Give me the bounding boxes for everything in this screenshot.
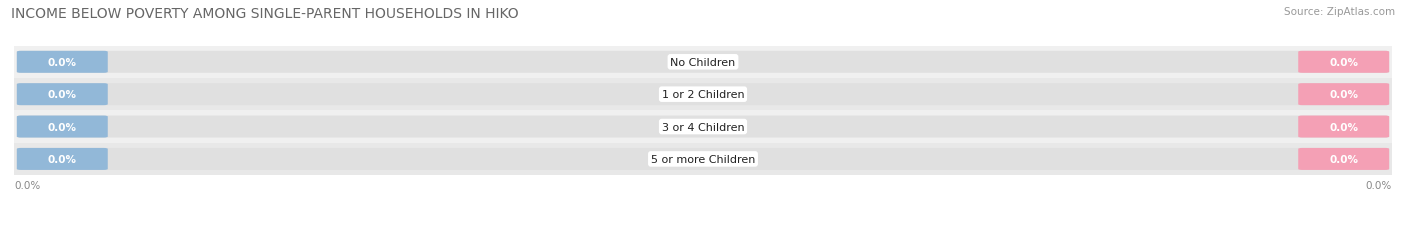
FancyBboxPatch shape — [1298, 84, 1389, 106]
FancyBboxPatch shape — [1298, 116, 1389, 138]
Text: 0.0%: 0.0% — [1329, 90, 1358, 100]
Bar — [14, 46, 1392, 79]
Text: 0.0%: 0.0% — [1329, 122, 1358, 132]
FancyBboxPatch shape — [17, 52, 1389, 73]
Text: 0.0%: 0.0% — [1329, 58, 1358, 67]
FancyBboxPatch shape — [17, 148, 1389, 170]
Text: 3 or 4 Children: 3 or 4 Children — [662, 122, 744, 132]
Text: Source: ZipAtlas.com: Source: ZipAtlas.com — [1284, 7, 1395, 17]
FancyBboxPatch shape — [17, 84, 108, 106]
FancyBboxPatch shape — [1298, 148, 1389, 170]
FancyBboxPatch shape — [17, 116, 108, 138]
Text: 0.0%: 0.0% — [14, 180, 41, 190]
Text: No Children: No Children — [671, 58, 735, 67]
Bar — [14, 79, 1392, 111]
FancyBboxPatch shape — [17, 84, 1389, 106]
Text: 0.0%: 0.0% — [48, 122, 77, 132]
Text: 0.0%: 0.0% — [48, 154, 77, 164]
Text: 0.0%: 0.0% — [48, 58, 77, 67]
Bar — [14, 111, 1392, 143]
FancyBboxPatch shape — [17, 52, 108, 73]
Text: 0.0%: 0.0% — [1365, 180, 1392, 190]
FancyBboxPatch shape — [1298, 52, 1389, 73]
Text: 1 or 2 Children: 1 or 2 Children — [662, 90, 744, 100]
Bar — [14, 143, 1392, 175]
Text: 5 or more Children: 5 or more Children — [651, 154, 755, 164]
Text: 0.0%: 0.0% — [48, 90, 77, 100]
FancyBboxPatch shape — [17, 116, 1389, 138]
Text: 0.0%: 0.0% — [1329, 154, 1358, 164]
Text: INCOME BELOW POVERTY AMONG SINGLE-PARENT HOUSEHOLDS IN HIKO: INCOME BELOW POVERTY AMONG SINGLE-PARENT… — [11, 7, 519, 21]
FancyBboxPatch shape — [17, 148, 108, 170]
